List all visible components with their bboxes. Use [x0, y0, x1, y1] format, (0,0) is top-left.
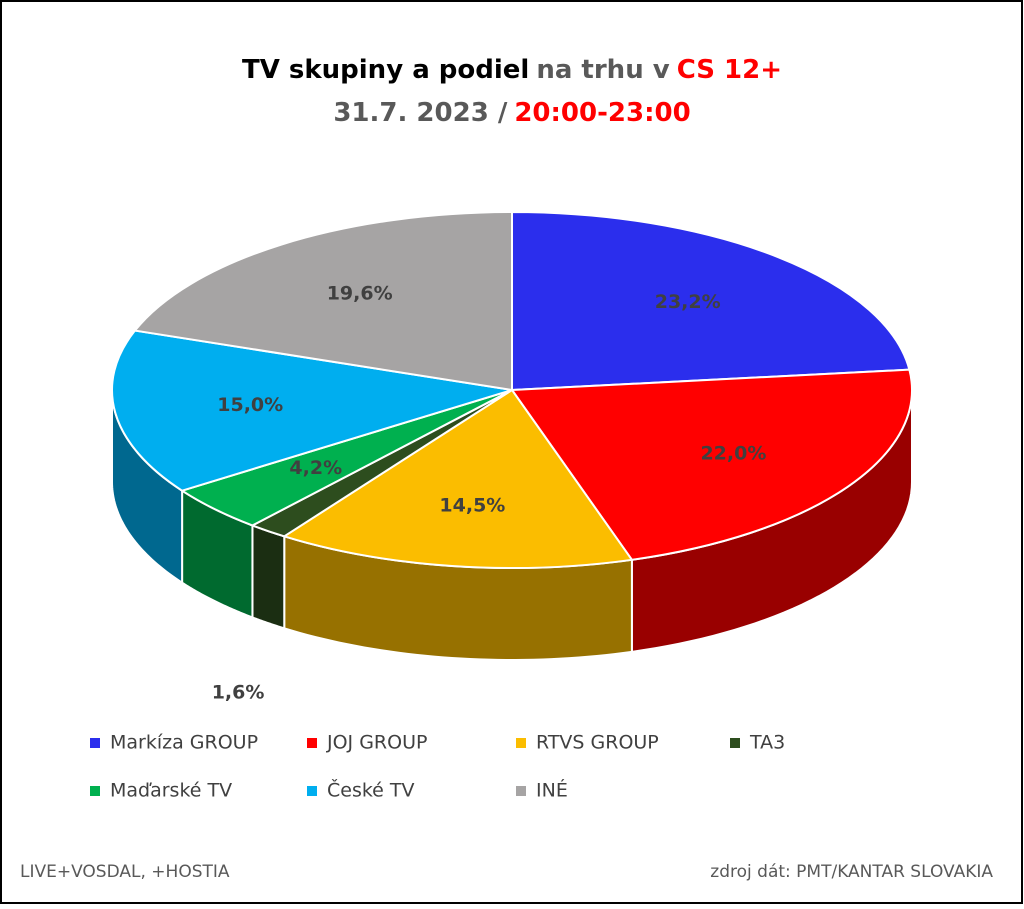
data-label: 19,6%	[327, 283, 393, 305]
legend-label: Markíza GROUP	[110, 732, 258, 754]
legend-swatch	[516, 738, 526, 748]
data-label: 15,0%	[217, 394, 283, 416]
data-label: 22,0%	[700, 442, 766, 464]
legend-swatch	[307, 738, 317, 748]
pie-slice	[281, 388, 634, 569]
legend-swatch	[90, 786, 100, 796]
legend-label: Maďarské TV	[110, 780, 232, 802]
chart-subtitle: 31.7. 2023 /20:00-23:00	[333, 98, 690, 128]
pie-slice	[511, 210, 911, 392]
title-part: 20:00-23:00	[514, 98, 690, 128]
data-label: 14,5%	[439, 495, 505, 517]
title-part: TV skupiny a podiel	[242, 55, 529, 85]
legend-label: INÉ	[536, 779, 568, 802]
legend-label: RTVS GROUP	[536, 732, 659, 754]
title-part: na trhu v	[536, 55, 669, 85]
footnote: LIVE+VOSDAL, +HOSTIA	[20, 862, 230, 882]
pie-slice	[133, 210, 513, 392]
data-label: 1,6%	[212, 682, 265, 704]
legend-swatch	[90, 738, 100, 748]
legend-label: TA3	[749, 732, 785, 754]
legend-swatch	[516, 786, 526, 796]
title-part: CS 12+	[677, 55, 782, 85]
legend-swatch	[730, 738, 740, 748]
data-label: 4,2%	[289, 457, 342, 479]
chart-title: TV skupiny a podiel na trhu v CS 12+	[242, 55, 782, 85]
title-part: 31.7. 2023 /	[333, 98, 507, 128]
legend-label: České TV	[327, 778, 415, 802]
data-label: 23,2%	[655, 291, 721, 313]
legend-label: JOJ GROUP	[326, 732, 427, 754]
legend-swatch	[307, 786, 317, 796]
footnote: zdroj dát: PMT/KANTAR SLOVAKIA	[710, 862, 993, 882]
pie-side	[251, 523, 286, 630]
pie-slice	[111, 329, 513, 492]
pie-slice	[510, 368, 913, 561]
